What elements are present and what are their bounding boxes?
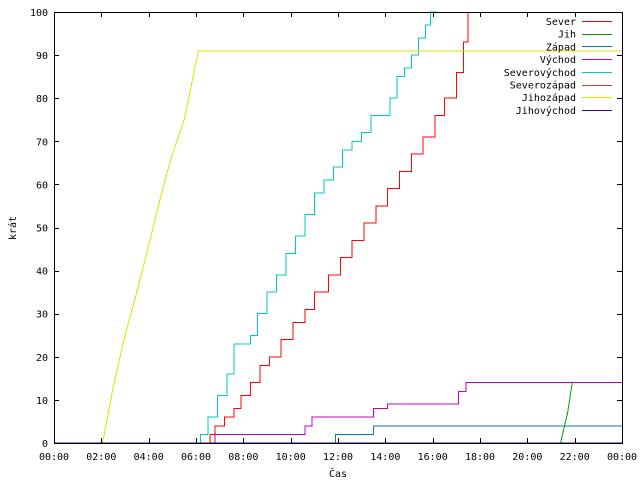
series-line-vychod — [54, 382, 622, 444]
y-axis-ticks: 0 10 20 30 40 50 60 70 80 90 100 — [30, 8, 622, 450]
x-tick-label: 00:00 — [39, 452, 69, 463]
x-tick-label: 20:00 — [512, 452, 542, 463]
x-axis-ticks: 00:00 02:00 04:00 06:00 08:00 10:00 12:00 14:00… — [39, 12, 637, 463]
y-tick-label: 50 — [36, 224, 48, 235]
legend-label-jihozapad: Jihozápad — [522, 92, 576, 104]
x-tick-label: 00:00 — [607, 452, 637, 463]
y-tick-label: 80 — [36, 94, 48, 105]
y-tick-label: 70 — [36, 137, 48, 148]
legend-label-vychod: Východ — [540, 54, 576, 66]
x-tick-label: 12:00 — [323, 452, 353, 463]
x-tick-label: 04:00 — [134, 452, 164, 463]
y-tick-label: 40 — [36, 267, 48, 278]
x-tick-label: 06:00 — [181, 452, 211, 463]
x-tick-label: 14:00 — [370, 452, 400, 463]
legend-label-sever: Sever — [546, 17, 576, 28]
x-tick-label: 10:00 — [276, 452, 306, 463]
series-line-sever — [54, 12, 469, 444]
legend-label-zapad: Západ — [546, 41, 576, 53]
x-axis-label: Čas — [329, 467, 347, 480]
x-tick-label: 08:00 — [228, 452, 258, 463]
x-tick-label: 18:00 — [465, 452, 495, 463]
legend: Sever JihZápadVýchodSeverovýchodSeverozáp… — [504, 17, 612, 117]
x-tick-label: 16:00 — [418, 452, 448, 463]
y-tick-label: 0 — [42, 439, 48, 450]
series-line-severovychod — [54, 11, 438, 444]
y-tick-label: 20 — [36, 353, 48, 364]
y-tick-label: 100 — [30, 8, 48, 19]
y-tick-label: 90 — [36, 51, 48, 62]
plot-background — [54, 12, 622, 443]
x-tick-label: 22:00 — [560, 452, 590, 463]
legend-label-severozapad: Severozápad — [510, 80, 576, 92]
y-axis-label: krát — [7, 216, 19, 240]
y-tick-label: 10 — [36, 396, 48, 407]
legend-label-jihovychod: Jihovýchod — [516, 105, 576, 117]
x-tick-label: 02:00 — [86, 452, 116, 463]
series-line-jihozapad — [54, 50, 622, 444]
y-tick-label: 60 — [36, 180, 48, 191]
legend-label-jih: Jih — [558, 30, 576, 41]
legend-label-severovychod: Severovýchod — [504, 67, 576, 79]
y-tick-label: 30 — [36, 310, 48, 321]
